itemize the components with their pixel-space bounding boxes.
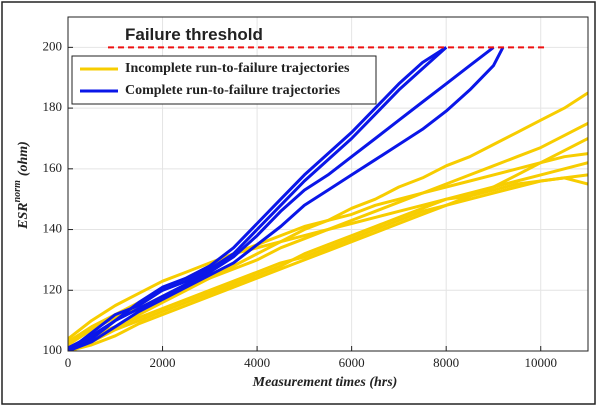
x-tick-label: 4000 [244,355,270,370]
frame [1,1,596,405]
legend: Incomplete run-to-failure trajectories Co… [71,55,377,105]
plot-border [67,16,589,352]
x-tick-label: 0 [65,355,72,370]
x-axis-label: Measurement times (hrs) [252,375,398,390]
y-tick-label: 120 [43,281,63,296]
trajectory [68,46,505,351]
trajectory [68,173,588,350]
threshold-label: Failure threshold [125,25,263,44]
x-tick-label: 6000 [339,355,365,370]
trajectory [68,176,588,341]
x-tick-label: 10000 [524,355,557,370]
legend-box [71,55,377,105]
y-label-base: ESR [16,202,31,229]
y-tick-label: 200 [43,38,63,53]
y-tick-label: 140 [43,221,63,236]
legend-label: Complete run-to-failure trajectories [125,83,341,98]
trajectory [68,46,448,350]
trajectory [68,137,588,351]
y-axis-label: ESRnorm (ohm) [12,141,31,230]
y-label-unit: (ohm) [16,141,31,176]
legend-label: Incomplete run-to-failure trajectories [125,61,350,76]
trajectory [68,46,495,351]
x-tick-label: 2000 [150,355,176,370]
y-tick-label: 180 [43,99,63,114]
x-tick-label: 8000 [433,355,459,370]
trajectory [68,161,588,351]
y-tick-label: 100 [43,342,63,357]
y-label-sup: norm [12,180,23,202]
y-tick-label: 160 [43,160,63,175]
